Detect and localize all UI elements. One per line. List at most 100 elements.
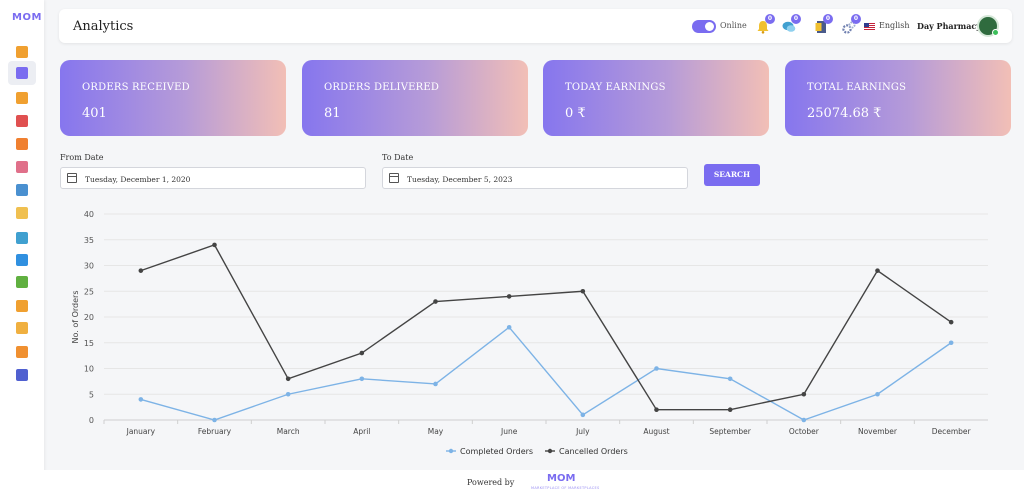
x-tick-label: December [932, 427, 972, 436]
from-date-input[interactable]: Tuesday, December 1, 2020 [60, 167, 366, 189]
sidebar-item-analytics[interactable] [8, 61, 36, 85]
sidebar-item-chat[interactable] [12, 228, 32, 248]
language-selector[interactable]: English [879, 21, 910, 30]
bell-icon[interactable]: 0 [756, 14, 775, 34]
notification-count: 0 [765, 14, 775, 24]
data-point [212, 417, 217, 423]
data-point [285, 391, 291, 397]
powered-by-label: Powered by [467, 478, 515, 487]
globe-icon [16, 254, 28, 266]
online-dot-icon [992, 29, 999, 36]
to-date-value: Tuesday, December 5, 2023 [407, 175, 513, 184]
data-point [875, 268, 880, 273]
x-tick-label: April [353, 427, 370, 436]
card-label: TODAY EARNINGS [565, 82, 666, 93]
dashboard-icon [16, 46, 28, 58]
settings-icon [16, 369, 28, 381]
data-point [506, 294, 512, 299]
x-tick-label: July [575, 427, 590, 436]
data-point [359, 376, 365, 382]
chat-icon [16, 232, 28, 244]
data-point [801, 391, 807, 397]
sidebar-item-globe[interactable] [12, 250, 32, 270]
sidebar-item-orders[interactable] [12, 88, 32, 108]
sidebar-item-dashboard[interactable] [12, 42, 32, 62]
card-value: 81 [324, 106, 341, 121]
from-date-label: From Date [60, 153, 104, 162]
y-tick-label: 20 [84, 313, 94, 322]
legend-entry: Completed Orders [460, 447, 533, 456]
to-date-input[interactable]: Tuesday, December 5, 2023 [382, 167, 688, 189]
chat-icon[interactable]: 0 [782, 14, 801, 33]
footer: Powered by MOM MARKETPLACE OF MARKETPLAC… [0, 470, 1024, 494]
document-icon[interactable]: 0 [814, 14, 833, 33]
data-point [580, 288, 586, 294]
data-point [138, 268, 144, 273]
gift-icon [16, 346, 28, 358]
y-tick-label: 0 [89, 416, 94, 425]
payments-icon [16, 115, 28, 127]
sidebar-item-payments[interactable] [12, 111, 32, 131]
calendar-icon [389, 173, 399, 183]
data-point [948, 319, 954, 325]
card-label: TOTAL EARNINGS [807, 82, 907, 93]
y-tick-label: 15 [84, 339, 94, 348]
data-point [727, 407, 733, 412]
data-point [580, 412, 586, 418]
data-point [285, 376, 291, 382]
sidebar-item-shop[interactable] [12, 296, 32, 316]
wallet-icon [16, 276, 28, 288]
y-axis-label: No. of Orders [71, 291, 80, 344]
sidebar-item-support[interactable] [12, 157, 32, 177]
y-tick-label: 5 [89, 390, 94, 399]
shop-icon [16, 300, 28, 312]
online-toggle[interactable] [692, 20, 716, 33]
delivery-icon [16, 322, 28, 334]
sidebar: MOM [0, 0, 44, 494]
data-point [654, 366, 659, 371]
sidebar-logo: MOM [12, 12, 42, 23]
series-line-completed [140, 326, 952, 421]
sidebar-item-wallet[interactable] [12, 272, 32, 292]
store-icon [16, 207, 28, 219]
data-point [948, 340, 954, 346]
orders-line-chart: 0 5 10 15 20 25 30 35 40 January February March Apri… [71, 210, 988, 456]
header-bar: Analytics Online 0 0 0 0 English Day Pha… [59, 9, 1012, 43]
users-icon [16, 138, 28, 150]
legend-marker [448, 448, 454, 454]
user-name[interactable]: Day Pharmacy [917, 21, 981, 31]
calendar-icon [67, 173, 77, 183]
search-button[interactable]: SEARCH [704, 164, 760, 186]
x-tick-label: October [789, 427, 820, 436]
settings-count: 0 [851, 14, 861, 24]
y-tick-label: 30 [84, 262, 94, 271]
footer-logo: MOM [547, 473, 576, 484]
x-tick-label: January [126, 427, 156, 436]
message-count: 0 [791, 14, 801, 24]
data-point [433, 299, 438, 304]
card-label: ORDERS RECEIVED [82, 82, 190, 93]
sidebar-item-store[interactable] [12, 203, 32, 223]
analytics-icon [16, 67, 28, 79]
orders-delivered-card: ORDERS DELIVERED 81 [302, 60, 528, 136]
data-point [875, 391, 880, 397]
gear-icon[interactable]: 0 [842, 14, 861, 34]
data-point [359, 350, 365, 356]
data-point [212, 242, 217, 248]
x-tick-label: September [709, 427, 751, 436]
orders-icon [16, 92, 28, 104]
sidebar-item-settings[interactable] [12, 365, 32, 385]
avatar[interactable] [977, 15, 999, 37]
us-flag-icon[interactable] [864, 23, 875, 31]
sidebar-item-delivery[interactable] [12, 318, 32, 338]
card-label: ORDERS DELIVERED [324, 82, 440, 93]
sidebar-item-products[interactable] [12, 180, 32, 200]
sidebar-item-gift[interactable] [12, 342, 32, 362]
orders-received-card: ORDERS RECEIVED 401 [60, 60, 286, 136]
sidebar-item-users[interactable] [12, 134, 32, 154]
x-tick-label: May [428, 427, 444, 436]
x-tick-label: February [198, 427, 232, 436]
legend-entry: Cancelled Orders [559, 447, 628, 456]
x-tick-label: August [643, 427, 669, 436]
card-value: 401 [82, 106, 107, 121]
